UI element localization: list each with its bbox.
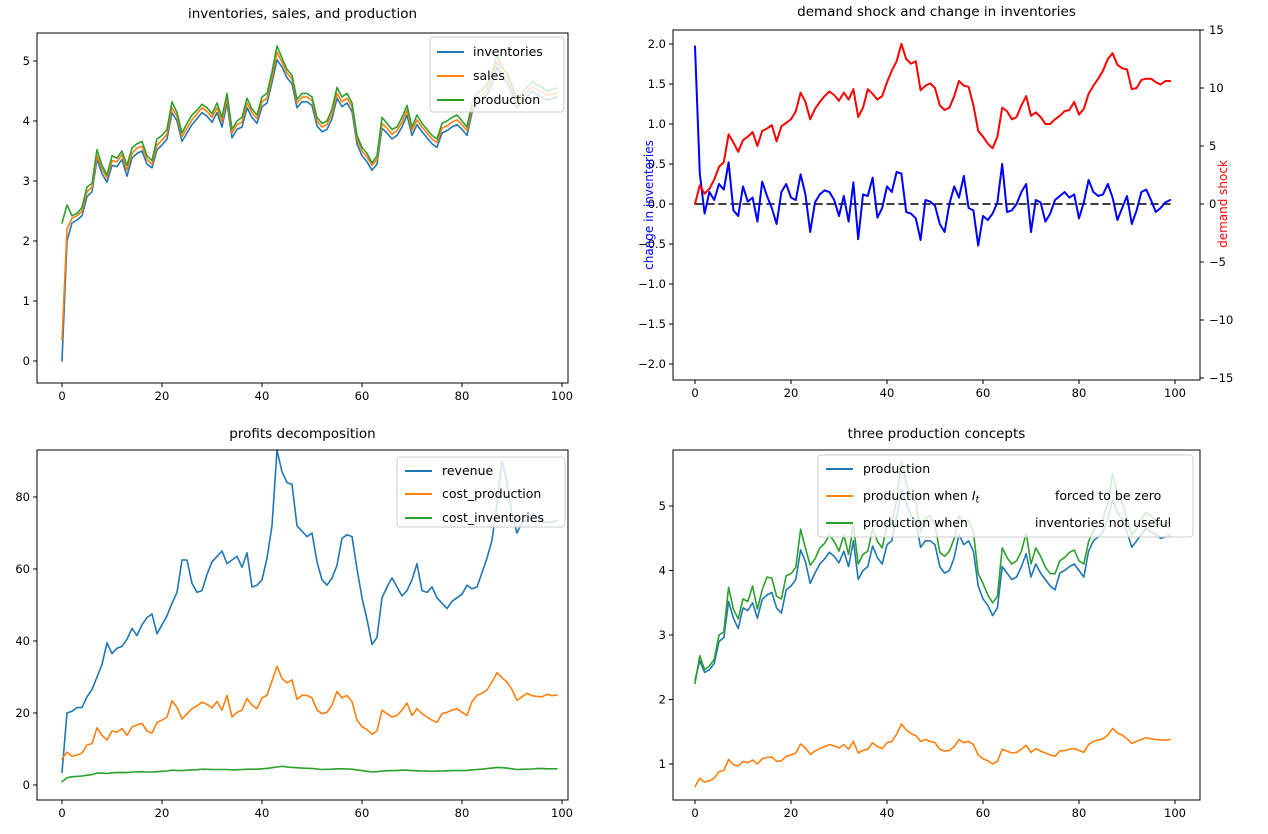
legend-label: cost_production bbox=[442, 486, 541, 501]
x-tick-label: 100 bbox=[551, 389, 573, 403]
y-tick-label: 5 bbox=[23, 54, 30, 68]
legend: inventories sales production bbox=[429, 36, 565, 113]
x-tick-label: 80 bbox=[455, 389, 470, 403]
y-tick-label: 80 bbox=[15, 490, 30, 504]
x-tick-label: 40 bbox=[255, 806, 270, 820]
y-tick-label: 40 bbox=[15, 634, 30, 648]
y-tick-label: 0.0 bbox=[648, 197, 666, 211]
x-tick-label: 80 bbox=[1072, 806, 1087, 820]
y-tick-label: 3 bbox=[659, 628, 666, 642]
chart-0: 0 20 40 60 80 100 0 1 2 3 4 5 inventories sales produc… bbox=[23, 32, 573, 403]
y-tick-label: 20 bbox=[15, 706, 30, 720]
axes-spines bbox=[36, 32, 569, 384]
y-tick-label: 4 bbox=[23, 114, 30, 128]
x-tick-label: 0 bbox=[691, 386, 698, 400]
series-line-cost-production bbox=[61, 665, 558, 760]
y-tick-label: −1.0 bbox=[638, 277, 666, 291]
legend-label: production bbox=[473, 92, 540, 107]
y-right-tick-label: 5 bbox=[1209, 139, 1216, 153]
chart-1: 0 20 40 60 80 1002.01.51.00.50.0−0.5−1.0−1.5−… bbox=[638, 23, 1233, 400]
x-tick-label: 40 bbox=[255, 389, 270, 403]
series-line-cost-inventories bbox=[61, 765, 558, 783]
y-tick-label: 0 bbox=[23, 778, 30, 792]
axes-spines bbox=[672, 29, 1201, 381]
y-right-tick-label: 10 bbox=[1209, 81, 1224, 95]
legend-label: inventories bbox=[473, 44, 543, 59]
y-tick-label: 2 bbox=[23, 234, 30, 248]
y-tick-label: −1.5 bbox=[638, 317, 666, 331]
chart-title-inventories-sales-production: inventories, sales, and production bbox=[187, 6, 418, 22]
x-tick-label: 60 bbox=[355, 389, 370, 403]
chart-title-demand-shock: demand shock and change in inventories bbox=[797, 4, 1076, 20]
series-line-production bbox=[694, 489, 1171, 681]
y-right-tick-label: 0 bbox=[1209, 197, 1216, 211]
y-tick-label: 2 bbox=[659, 693, 666, 707]
legend-label: production bbox=[863, 461, 930, 476]
y-tick-label: 0.5 bbox=[648, 157, 666, 171]
axes-spines bbox=[36, 449, 569, 801]
legend-label: cost_inventories bbox=[442, 510, 544, 525]
chart-title-three-production-concepts: three production concepts bbox=[847, 426, 1026, 442]
y-tick-label: 1.5 bbox=[648, 77, 666, 91]
series-line-demand-shock bbox=[694, 42, 1172, 205]
y-tick-label: −2.0 bbox=[638, 357, 666, 371]
legend: production production when It forced to be… bbox=[817, 454, 1194, 538]
chart-title-profits-decomposition: profits decomposition bbox=[229, 426, 376, 442]
legend-label: sales bbox=[473, 68, 505, 83]
y-tick-label: 5 bbox=[659, 499, 666, 513]
y-right-tick-label: −5 bbox=[1209, 255, 1226, 269]
y-right-tick-label: 15 bbox=[1209, 23, 1224, 37]
x-tick-label: 60 bbox=[976, 806, 991, 820]
legend-box bbox=[396, 456, 566, 528]
x-tick-label: 80 bbox=[1072, 386, 1087, 400]
y-tick-label: 1.0 bbox=[648, 117, 666, 131]
x-tick-label: 100 bbox=[1164, 386, 1186, 400]
x-tick-label: 20 bbox=[784, 386, 799, 400]
x-tick-label: 100 bbox=[1164, 806, 1186, 820]
y-right-tick-label: −10 bbox=[1209, 313, 1233, 327]
x-tick-label: 20 bbox=[155, 806, 170, 820]
axis-label-demand-shock: demand shock bbox=[1216, 160, 1230, 248]
x-tick-label: 20 bbox=[784, 806, 799, 820]
y-tick-label: 60 bbox=[15, 562, 30, 576]
legend-label-right: forced to be zero bbox=[1055, 488, 1161, 503]
x-tick-label: 20 bbox=[155, 389, 170, 403]
y-right-tick-label: −15 bbox=[1209, 371, 1233, 385]
axes-spines bbox=[672, 449, 1201, 801]
x-tick-label: 80 bbox=[455, 806, 470, 820]
series-line-production-when-i-t-forced-to-be-zero bbox=[694, 723, 1171, 788]
x-tick-label: 0 bbox=[691, 806, 698, 820]
axis-label-change-in-inventories: change in inventories bbox=[642, 140, 656, 270]
x-tick-label: 0 bbox=[58, 389, 65, 403]
legend-label-right: inventories not useful bbox=[1035, 515, 1171, 530]
chart-3: 0 20 40 60 80 100 1 2 3 4 5 production production wh… bbox=[659, 449, 1201, 820]
series-line-revenue bbox=[61, 449, 558, 774]
x-tick-label: 40 bbox=[880, 386, 895, 400]
series-line-change-in-inventories bbox=[694, 45, 1172, 247]
legend-label: revenue bbox=[442, 463, 493, 478]
chart-2: 0 20 40 60 80 100 0 20 40 60 80 revenue cost_product… bbox=[15, 449, 573, 820]
y-tick-label: −0.5 bbox=[638, 237, 666, 251]
legend-label: production when bbox=[863, 515, 968, 530]
y-tick-label: 2.0 bbox=[648, 37, 666, 51]
y-tick-label: 1 bbox=[23, 294, 30, 308]
x-tick-label: 60 bbox=[355, 806, 370, 820]
legend-box bbox=[817, 454, 1194, 538]
y-tick-label: 0 bbox=[23, 354, 30, 368]
x-tick-label: 60 bbox=[976, 386, 991, 400]
x-tick-label: 40 bbox=[880, 806, 895, 820]
legend: revenue cost_production cost_inventories bbox=[396, 456, 566, 528]
y-tick-label: 4 bbox=[659, 564, 666, 578]
legend-label: production when It bbox=[863, 488, 981, 506]
x-tick-label: 0 bbox=[58, 806, 65, 820]
y-tick-label: 3 bbox=[23, 174, 30, 188]
y-tick-label: 1 bbox=[659, 757, 666, 771]
legend-box bbox=[429, 36, 565, 113]
x-tick-label: 100 bbox=[551, 806, 573, 820]
